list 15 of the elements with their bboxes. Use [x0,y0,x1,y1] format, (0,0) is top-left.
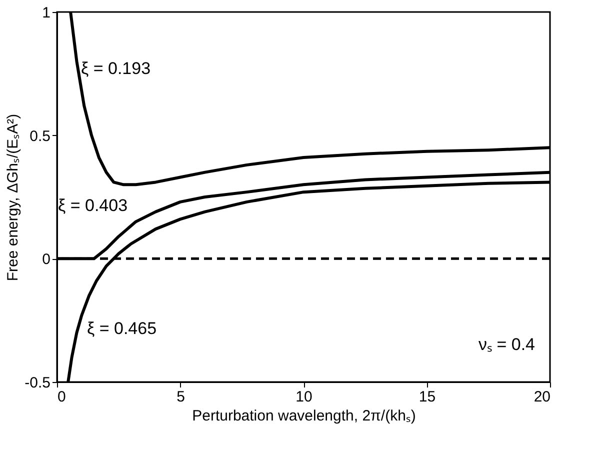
annotation: ξ = 0.403 [58,196,128,215]
x-tick-label: 0 [58,388,66,406]
y-tick-label: -0.5 [24,374,50,392]
x-tick-label: 10 [296,388,312,406]
y-tick-label: 0 [42,251,50,268]
x-tick-label: 15 [418,388,436,406]
x-axis-title: Perturbation wavelength, 2π/(khₛ) [192,408,416,424]
annotation: ξ = 0.193 [81,59,151,78]
x-tick-label: 20 [534,388,550,406]
y-axis-title: Free energy, ΔGhₛ/(EₛA²) [4,114,22,282]
y-tick-label: 1 [42,4,50,22]
x-tick-label: 5 [176,388,185,406]
annotation: νₛ = 0.4 [478,335,535,354]
y-tick-label: 0.5 [30,128,50,145]
annotation: ξ = 0.465 [87,319,157,338]
